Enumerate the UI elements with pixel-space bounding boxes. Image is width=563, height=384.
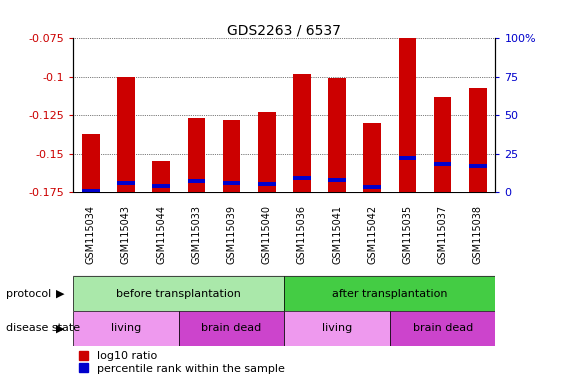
Bar — [364, 123, 381, 192]
Text: GSM115043: GSM115043 — [121, 205, 131, 264]
Bar — [258, 182, 275, 186]
Text: ▶: ▶ — [56, 323, 65, 333]
Text: before transplantation: before transplantation — [117, 289, 241, 299]
Text: GSM115033: GSM115033 — [191, 205, 202, 264]
Bar — [117, 77, 135, 192]
Text: GSM115037: GSM115037 — [437, 205, 448, 264]
Bar — [293, 176, 311, 180]
Bar — [284, 311, 390, 346]
Bar — [399, 35, 416, 192]
Bar — [82, 189, 100, 192]
Bar — [223, 120, 240, 192]
Bar — [293, 74, 311, 192]
Text: GSM115034: GSM115034 — [86, 205, 96, 264]
Text: GSM115036: GSM115036 — [297, 205, 307, 264]
Text: GSM115044: GSM115044 — [156, 205, 166, 264]
Text: GSM115039: GSM115039 — [226, 205, 236, 264]
Text: GSM115038: GSM115038 — [473, 205, 483, 264]
Bar — [434, 97, 452, 192]
Text: GSM115035: GSM115035 — [403, 205, 413, 264]
Bar — [284, 276, 495, 311]
Bar — [117, 181, 135, 185]
Text: living: living — [111, 323, 141, 333]
Bar — [223, 181, 240, 185]
Legend: log10 ratio, percentile rank within the sample: log10 ratio, percentile rank within the … — [79, 351, 284, 374]
Bar — [469, 88, 486, 192]
Title: GDS2263 / 6537: GDS2263 / 6537 — [227, 23, 341, 37]
Text: ▶: ▶ — [56, 289, 65, 299]
Text: after transplantation: after transplantation — [332, 289, 448, 299]
Bar — [258, 112, 275, 192]
Bar — [179, 311, 284, 346]
Text: GSM115041: GSM115041 — [332, 205, 342, 264]
Bar — [73, 276, 284, 311]
Bar — [434, 162, 452, 166]
Bar — [364, 185, 381, 189]
Bar — [82, 134, 100, 192]
Bar — [187, 179, 205, 183]
Text: disease state: disease state — [6, 323, 80, 333]
Bar — [153, 184, 170, 188]
Text: brain dead: brain dead — [202, 323, 262, 333]
Text: GSM115042: GSM115042 — [367, 205, 377, 264]
Bar — [328, 178, 346, 182]
Bar — [187, 118, 205, 192]
Text: brain dead: brain dead — [413, 323, 473, 333]
Bar — [328, 78, 346, 192]
Bar — [399, 156, 416, 160]
Bar — [73, 311, 179, 346]
Text: GSM115040: GSM115040 — [262, 205, 272, 264]
Bar — [469, 164, 486, 168]
Bar — [153, 161, 170, 192]
Text: living: living — [322, 323, 352, 333]
Bar — [390, 311, 495, 346]
Text: protocol: protocol — [6, 289, 51, 299]
